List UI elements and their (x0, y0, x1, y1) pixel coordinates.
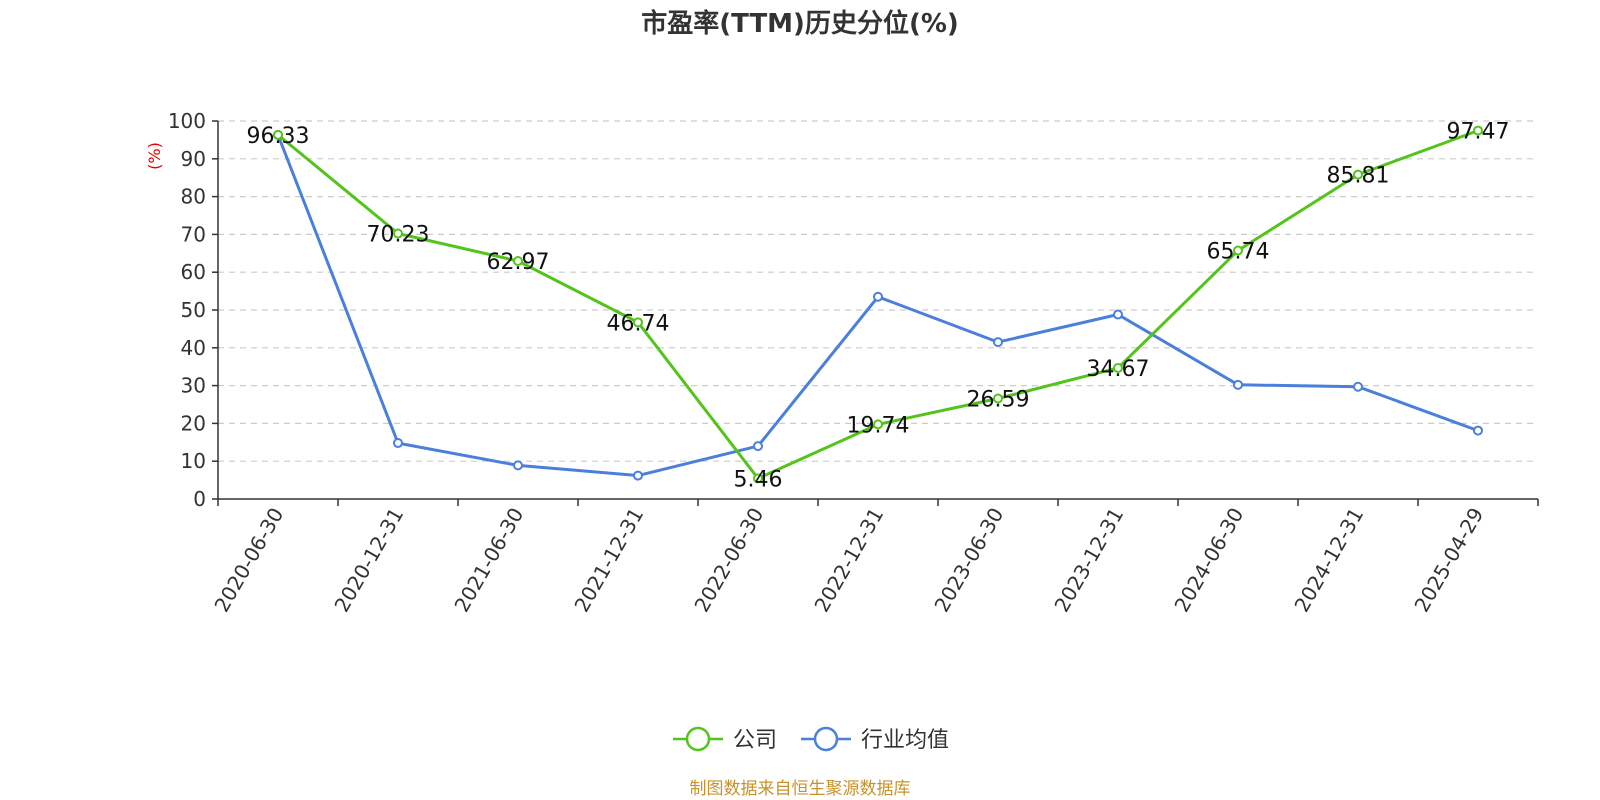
data-label: 70.23 (367, 223, 430, 248)
data-point[interactable] (873, 419, 883, 430)
grid-lines (218, 120, 1538, 462)
y-tick-label: 70 (181, 222, 206, 246)
y-tick-label: 10 (181, 449, 206, 473)
legend-item[interactable]: 行业均值 (801, 726, 949, 753)
data-point[interactable] (513, 255, 523, 266)
data-label: 19.74 (847, 413, 910, 438)
data-point[interactable] (273, 129, 283, 140)
data-point[interactable] (1473, 425, 1483, 436)
x-tick-label: 2025-04-29 (1409, 504, 1488, 617)
y-tick-label: 90 (181, 147, 206, 171)
x-tick-label: 2023-06-30 (929, 504, 1008, 617)
y-tick-label: 40 (181, 336, 206, 360)
legend-label: 公司 (733, 728, 777, 753)
chart-title: 市盈率(TTM)历史分位(%) (641, 8, 959, 39)
y-tick-label: 100 (168, 109, 206, 133)
data-point[interactable] (993, 393, 1003, 404)
data-point[interactable] (1353, 381, 1363, 392)
data-point[interactable] (1233, 245, 1243, 256)
data-label: 62.97 (487, 250, 550, 275)
y-tick-label: 60 (181, 260, 206, 284)
y-tick-label: 80 (181, 185, 206, 209)
data-point[interactable] (633, 317, 643, 328)
x-tick-label: 2024-12-31 (1289, 504, 1368, 617)
data-point[interactable] (1233, 379, 1243, 390)
data-point[interactable] (1113, 362, 1123, 373)
data-label: 97.47 (1447, 120, 1510, 145)
data-point[interactable] (753, 441, 763, 452)
data-point[interactable] (393, 228, 403, 239)
data-point[interactable] (873, 291, 883, 302)
x-tick-label: 2020-12-31 (329, 504, 408, 617)
data-label: 5.46 (734, 467, 783, 492)
legend-marker (685, 726, 711, 752)
data-point[interactable] (1473, 125, 1483, 136)
x-axis-ticks: 2020-06-30 2020-12-31 2021-06-30 2021-12-31… (209, 499, 1539, 617)
data-point[interactable] (1353, 169, 1363, 180)
source-note: 制图数据来自恒生聚源数据库 (690, 779, 911, 799)
series-group (273, 125, 1483, 484)
series-company (273, 125, 1483, 484)
x-tick-label: 2022-06-30 (689, 504, 768, 617)
data-label: 65.74 (1207, 240, 1270, 265)
x-tick-label: 2022-12-31 (809, 504, 888, 617)
data-point[interactable] (753, 473, 763, 484)
y-axis-label: (%) (145, 142, 164, 170)
y-tick-label: 30 (181, 374, 206, 398)
legend[interactable]: 公司 行业均值 (673, 726, 949, 753)
data-point[interactable] (993, 337, 1003, 348)
data-label: 46.74 (607, 311, 670, 336)
y-tick-label: 50 (181, 298, 206, 322)
x-tick-label: 2023-12-31 (1049, 504, 1128, 617)
data-label: 85.81 (1327, 164, 1390, 189)
data-point[interactable] (633, 470, 643, 481)
data-label: 26.59 (967, 387, 1030, 412)
y-tick-label: 20 (181, 411, 206, 435)
y-axis-ticks: 0 10 20 30 40 50 60 70 80 90 100 (168, 109, 218, 511)
data-label: 34.67 (1087, 357, 1150, 382)
y-tick-label: 0 (193, 487, 206, 511)
data-point[interactable] (1113, 309, 1123, 320)
legend-marker (813, 726, 839, 752)
x-tick-label: 2024-06-30 (1169, 504, 1248, 617)
x-tick-label: 2021-06-30 (449, 504, 528, 617)
legend-item[interactable]: 公司 (673, 726, 777, 753)
x-tick-label: 2021-12-31 (569, 504, 648, 617)
data-point[interactable] (513, 460, 523, 471)
data-label: 96.33 (247, 124, 310, 149)
data-point[interactable] (393, 438, 403, 449)
data-labels: 96.33 70.23 62.97 46.74 5.46 19.74 26.59 34.67 6… (247, 120, 1510, 493)
x-tick-label: 2020-06-30 (209, 504, 288, 617)
legend-label: 行业均值 (861, 728, 949, 753)
